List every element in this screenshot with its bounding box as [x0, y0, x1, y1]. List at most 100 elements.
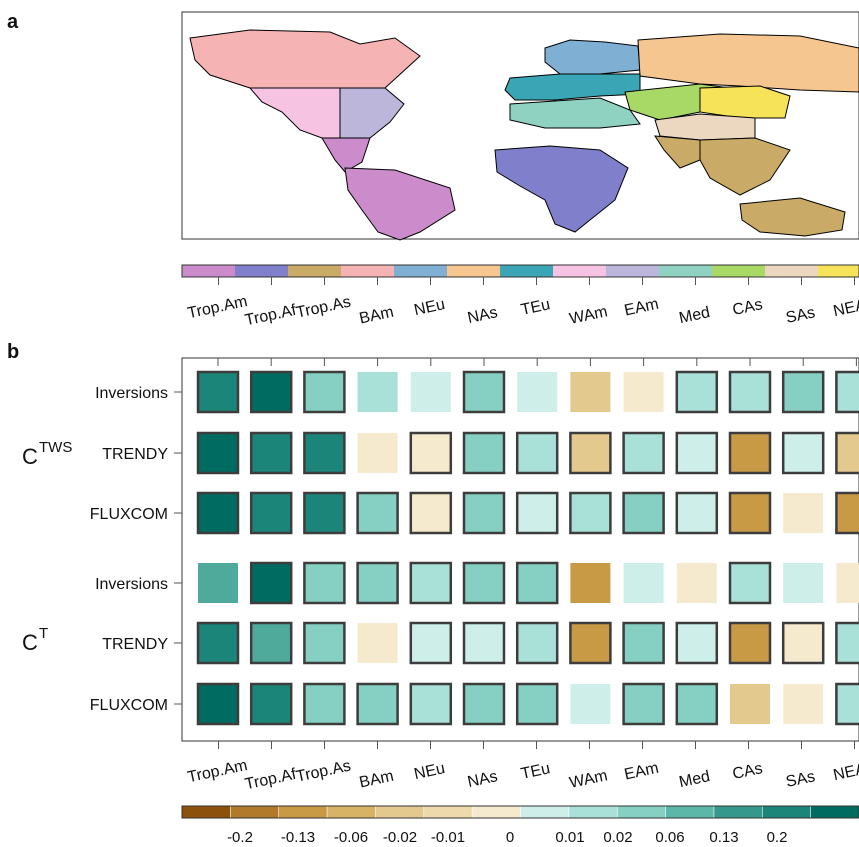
row-label: Inversions: [95, 385, 168, 402]
colorbar-segment: [665, 806, 715, 818]
heatmap-cell: [409, 491, 453, 535]
world-map: [181, 11, 859, 241]
heatmap-cell: [675, 370, 719, 414]
heatmap-cell: [728, 370, 772, 414]
row-label: Inversions: [95, 576, 168, 593]
heatmap-cell: [462, 682, 506, 726]
region-label: Med: [678, 304, 712, 327]
map-australia: [739, 197, 846, 237]
colorbar-segment: [472, 806, 521, 818]
map-nas: [637, 33, 859, 93]
heatmap-cell: [623, 563, 664, 603]
heatmap-cell: [835, 431, 859, 475]
heatmap-cell: [515, 561, 559, 605]
heatmap-cell: [783, 563, 824, 603]
colorbar-tick: 0.02: [603, 829, 632, 846]
region-swatch-nas: [447, 265, 500, 277]
heatmap-cell: [515, 491, 559, 535]
colorbar-tick: 0: [506, 829, 514, 846]
map-neu: [544, 39, 641, 75]
heatmap-cell: [409, 682, 453, 726]
heatmap-cell: [781, 370, 825, 414]
heatmap-cell: [728, 491, 772, 535]
colorbar-tick: -0.02: [383, 829, 417, 846]
region-swatch-teu: [500, 265, 553, 277]
heatmap-cell: [409, 621, 453, 665]
colorbar-tick: -0.2: [227, 829, 253, 846]
region-label: NEu: [413, 296, 447, 319]
region-label: Trop.As: [295, 294, 353, 322]
heatmap-cell: [462, 431, 506, 475]
region-swatch-wam: [553, 265, 606, 277]
map-tropam-central: [321, 137, 371, 173]
heatmap-cell: [835, 491, 859, 535]
heatmap-cell: [835, 370, 859, 414]
colorbar-segment: [327, 806, 376, 818]
heatmap-cell: [569, 491, 612, 535]
heatmap-cell: [196, 431, 240, 475]
colorbar-segment: [568, 806, 618, 818]
heatmap-cell: [675, 621, 719, 665]
heatmap-cell: [410, 372, 451, 412]
heatmap-cells: [196, 370, 859, 726]
map-tropas-india: [654, 135, 701, 169]
map-teu: [504, 73, 641, 101]
colorbar-tick: -0.13: [281, 829, 315, 846]
heatmap-cell: [569, 621, 612, 665]
heatmap-cell: [570, 563, 611, 603]
region-label: BAm: [358, 304, 395, 328]
heatmap-cell: [357, 433, 398, 473]
region-label: Trop.Af: [243, 302, 298, 330]
column-label: NEAs: [832, 759, 859, 784]
heatmap-cell: [730, 684, 770, 724]
colorbar-tick: 0.01: [555, 829, 584, 846]
map-med: [509, 97, 641, 129]
group-label-superscript: TWS: [39, 439, 72, 456]
heatmap-cell: [835, 621, 859, 665]
heatmap-cell: [196, 370, 240, 414]
colorbar-tick: 0.06: [655, 829, 684, 846]
heatmap-cell: [303, 561, 346, 605]
colorbar-segment: [230, 806, 280, 818]
heatmap-cell: [249, 431, 293, 475]
region-label: NEAs: [832, 295, 859, 320]
heatmap-cell: [198, 563, 238, 603]
heatmap-cell: [515, 682, 559, 726]
column-label: Med: [678, 768, 712, 791]
heatmap-cell: [515, 621, 559, 665]
colorbar-segment: [278, 806, 328, 818]
region-label: WAm: [568, 303, 609, 328]
colorbar-segment: [810, 806, 859, 818]
heatmap-cell: [409, 561, 453, 605]
heatmap-cell: [781, 431, 825, 475]
heatmap-cell: [569, 431, 612, 475]
heatmap-cell: [303, 431, 346, 475]
column-label: TEu: [519, 760, 551, 783]
heatmap-cell: [249, 621, 293, 665]
colorbar-tick: -0.01: [431, 829, 465, 846]
region-legend: [181, 264, 859, 278]
region-swatch-med: [659, 265, 712, 277]
colorbar-segment: [713, 806, 763, 818]
heatmap-cell: [303, 682, 346, 726]
column-label: EAm: [623, 760, 660, 784]
map-baam: [189, 29, 421, 91]
heatmap-cell: [517, 372, 558, 412]
heatmap-cell: [196, 682, 240, 726]
heatmap-cell: [675, 431, 719, 475]
column-label: SAs: [784, 768, 816, 791]
group-label: C: [22, 444, 38, 469]
region-swatch-neas: [818, 265, 859, 277]
map-tropam-south: [344, 167, 456, 241]
heatmap-cell: [515, 431, 559, 475]
heatmap-frame: [181, 357, 859, 742]
heatmap-cell: [675, 682, 719, 726]
heatmap-cell: [303, 370, 346, 414]
heatmap-cell: [781, 621, 825, 665]
colorbar-tick: -0.06: [334, 829, 368, 846]
heatmap-cell: [783, 493, 824, 533]
region-swatch-tropaf: [235, 265, 288, 277]
column-label: Trop.Af: [243, 766, 298, 794]
column-label: NEu: [413, 760, 447, 783]
